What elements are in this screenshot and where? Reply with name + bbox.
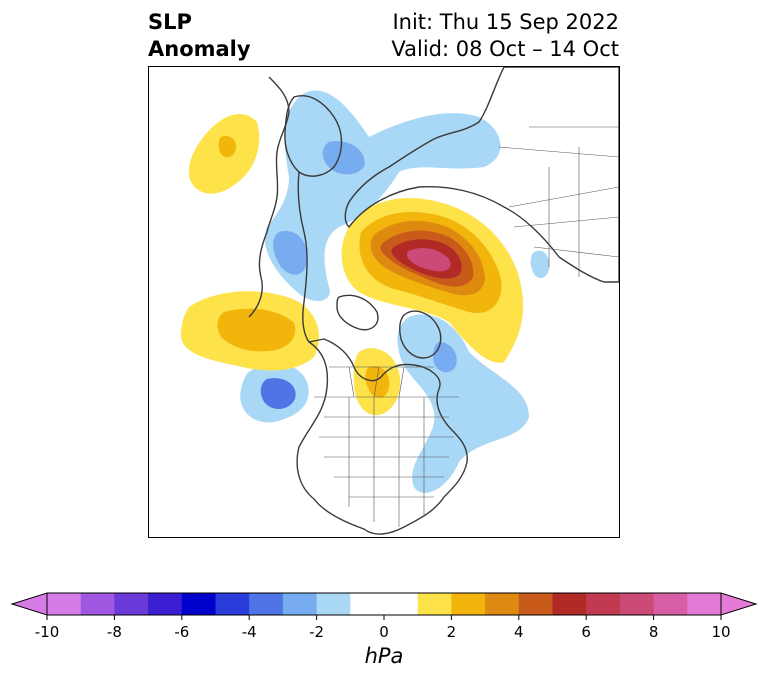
high-north-pacific-core bbox=[217, 308, 296, 352]
colorbar-bin bbox=[80, 593, 115, 615]
colorbar-tick-label: -4 bbox=[242, 623, 257, 641]
colorbar-bin bbox=[518, 593, 553, 615]
low-north-atlantic bbox=[397, 314, 529, 493]
colorbar-bin bbox=[47, 593, 82, 615]
border-lines-na bbox=[314, 366, 459, 527]
colorbar-arrow-left bbox=[10, 592, 48, 616]
coastlines bbox=[248, 67, 619, 535]
init-date: Init: Thu 15 Sep 2022 bbox=[392, 10, 619, 34]
colorbar-tick-label: 2 bbox=[447, 623, 457, 641]
north-america-coast bbox=[296, 338, 468, 535]
valid-range: Valid: 08 Oct – 14 Oct bbox=[391, 37, 619, 61]
low-west-canada-core bbox=[273, 231, 308, 275]
date-info: Init: Thu 15 Sep 2022 Valid: 08 Oct – 14… bbox=[391, 9, 619, 63]
colorbar-bin bbox=[350, 593, 385, 615]
colorbar-tick-label: -6 bbox=[174, 623, 189, 641]
siberia-east-coast bbox=[266, 76, 290, 233]
border-lines-eu bbox=[498, 126, 619, 277]
low-arctic-canada bbox=[264, 90, 501, 302]
arctic-archipelago bbox=[336, 294, 379, 331]
map-title: SLP Anomaly bbox=[148, 9, 251, 63]
title-line-1: SLP bbox=[148, 10, 192, 34]
map-panel bbox=[148, 66, 620, 538]
colorbar-bin bbox=[384, 593, 419, 615]
title-line-2: Anomaly bbox=[148, 37, 251, 61]
colorbar-bin bbox=[485, 593, 520, 615]
colorbar-arrow-right bbox=[720, 592, 758, 616]
colorbar-bins bbox=[47, 593, 722, 615]
low-europe bbox=[530, 250, 550, 279]
colorbar-bin bbox=[619, 593, 655, 615]
colorbar-tick-label: 4 bbox=[514, 623, 524, 641]
colorbar-bin bbox=[282, 593, 318, 615]
eurasia-coast bbox=[344, 67, 619, 283]
colorbar-bin bbox=[114, 593, 149, 615]
colorbar-bin bbox=[316, 593, 351, 615]
colorbar-bin bbox=[653, 593, 688, 615]
colorbar-bin bbox=[586, 593, 621, 615]
colorbar-tick-label: 6 bbox=[581, 623, 591, 641]
negative-anomalies bbox=[240, 90, 550, 493]
kamchatka bbox=[248, 231, 268, 318]
greenland-coast bbox=[399, 310, 442, 359]
colorbar-bin bbox=[417, 593, 452, 615]
colorbar-bin bbox=[249, 593, 284, 615]
colorbar: -10 -8 -6 -4 -2 0 2 4 6 8 10 bbox=[10, 592, 758, 641]
colorbar-bin bbox=[687, 593, 722, 615]
positive-anomalies bbox=[180, 113, 524, 416]
low-pacific-core bbox=[260, 378, 296, 409]
low-north-atlantic-core bbox=[433, 342, 457, 373]
alaska-coast bbox=[284, 95, 343, 177]
colorbar-bin bbox=[181, 593, 216, 615]
colorbar-bin bbox=[148, 593, 183, 615]
colorbar-unit-label: hPa bbox=[364, 644, 404, 668]
borders bbox=[314, 126, 619, 527]
colorbar-tick-label: 10 bbox=[711, 623, 730, 641]
colorbar-bin bbox=[451, 593, 486, 615]
colorbar-tick-label: 8 bbox=[649, 623, 659, 641]
colorbar-tick-label: -8 bbox=[107, 623, 122, 641]
high-alaska-core bbox=[218, 136, 237, 158]
west-north-america bbox=[297, 171, 310, 343]
colorbar-tick-label: -2 bbox=[309, 623, 324, 641]
anomaly-map bbox=[180, 67, 619, 535]
colorbar-bin bbox=[215, 593, 250, 615]
colorbar-ticks: -10 -8 -6 -4 -2 0 2 4 6 8 10 bbox=[35, 615, 731, 641]
high-siberia-core bbox=[407, 248, 451, 272]
colorbar-tick-label: 0 bbox=[379, 623, 389, 641]
colorbar-bin bbox=[552, 593, 587, 615]
low-arctic-core bbox=[322, 141, 365, 175]
colorbar-tick-label: -10 bbox=[35, 623, 60, 641]
